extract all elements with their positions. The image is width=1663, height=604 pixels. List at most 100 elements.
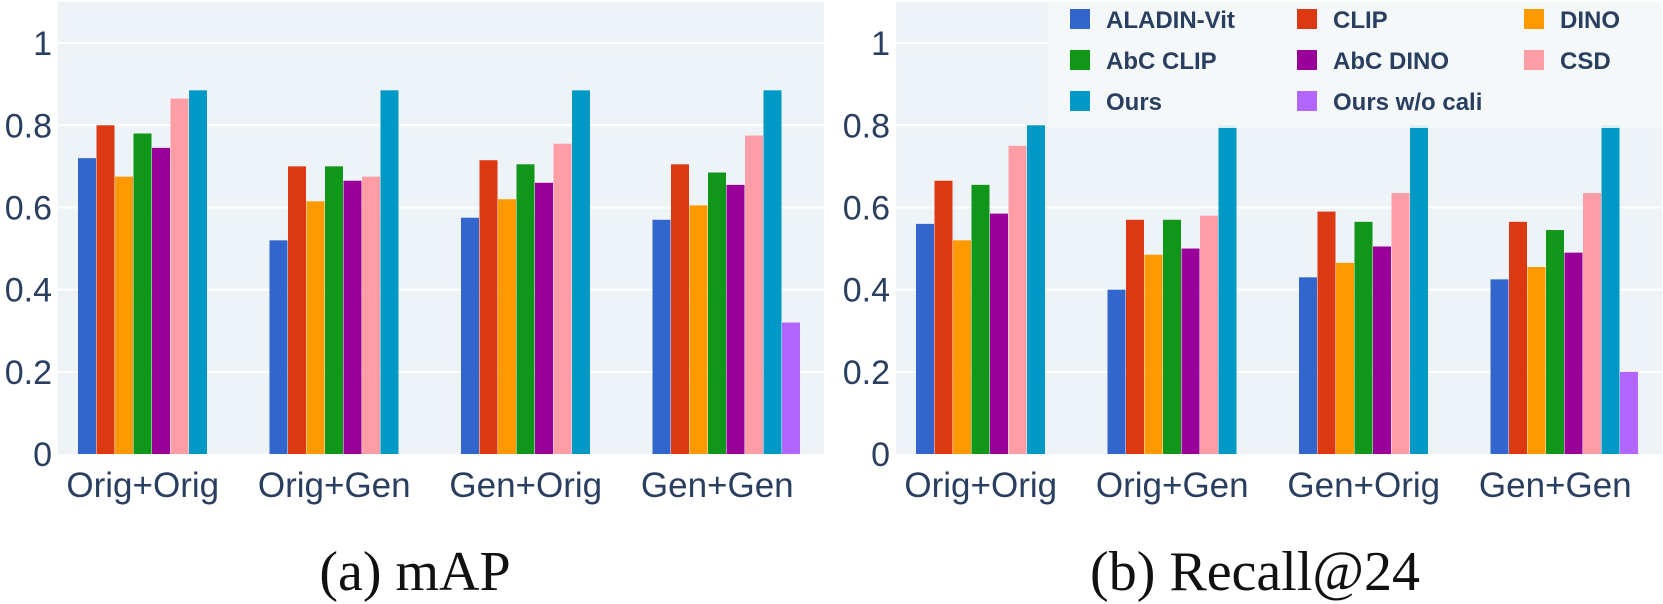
bar-clip-gen-gen [671,164,689,455]
legend-swatch [1070,9,1090,29]
bar-csd-orig-gen [362,176,380,455]
legend-label: Ours w/o cali [1333,89,1482,116]
bar-clip-orig-orig [96,125,115,454]
x-tick-label: Gen+Orig [1287,466,1440,505]
bar-csd-gen-orig [1391,193,1410,454]
legend-label: CSD [1560,48,1611,75]
y-tick-label: 0.6 [843,189,890,227]
bar-csd-orig-orig [1008,145,1027,454]
bar-dino-gen-gen [689,205,708,454]
bar-csd-orig-gen [1200,215,1218,454]
legend-label: DINO [1560,7,1620,34]
legend-swatch [1297,91,1317,111]
bar-aladin-vit-orig-gen [269,240,288,454]
legend-swatch [1070,50,1090,70]
bar-dino-gen-orig [1336,262,1354,454]
y-tick-label: 0.4 [5,272,52,310]
x-tick-label: Orig+Gen [1096,466,1249,505]
bar-clip-gen-orig [479,160,498,454]
legend-label: CLIP [1333,7,1388,34]
bar-ours-gen-orig [572,90,590,454]
legend-label: AbC CLIP [1106,48,1217,75]
chart-panel-map: 0 0.2 0.4 0.6 0.8 1 Orig+Orig Orig+Gen Gen+Orig… [5,2,824,603]
legend-swatch [1297,9,1317,29]
bars [78,90,800,455]
bar-abc-clip-gen-orig [516,164,535,455]
bar-ours-gen-gen [1601,125,1620,454]
bar-aladin-vit-gen-gen [1490,279,1509,454]
bar-ours-orig-orig [1027,125,1045,454]
bar-abc-clip-gen-gen [1546,230,1564,454]
bar-abc-clip-orig-gen [1163,219,1181,454]
bar-abc-dino-orig-orig [152,147,170,454]
y-tick-label: 0.2 [843,354,890,392]
bar-abc-clip-orig-orig [971,184,990,454]
y-tick-label: 0 [33,436,52,474]
y-tick-label: 0.4 [843,272,890,310]
bar-abc-clip-orig-orig [133,133,152,454]
bar-abc-dino-gen-orig [1373,246,1391,454]
caption-recall: (b) Recall@24 [1090,541,1420,603]
legend-swatch [1297,50,1317,70]
x-tick-label: Orig+Orig [66,466,219,505]
y-tick-labels: 0 0.2 0.4 0.6 0.8 1 [843,25,890,474]
bar-ours-orig-orig [189,90,207,454]
y-tick-label: 0.6 [5,189,52,227]
x-tick-labels: Orig+Orig Orig+Gen Gen+Orig Gen+Gen [904,466,1631,505]
bar-aladin-vit-orig-orig [78,158,96,455]
bar-aladin-vit-orig-orig [916,223,934,454]
bar-clip-orig-orig [934,180,953,454]
bar-dino-orig-orig [115,176,133,455]
bar-ours-w-o-cali-gen-gen [1620,371,1638,454]
y-tick-label: 0.8 [5,107,52,145]
y-tick-label: 1 [871,25,890,63]
bar-aladin-vit-gen-gen [652,219,671,454]
bar-abc-dino-gen-gen [1564,252,1583,454]
x-tick-label: Orig+Orig [904,466,1057,505]
legend-label: AbC DINO [1333,48,1449,75]
x-tick-labels: Orig+Orig Orig+Gen Gen+Orig Gen+Gen [66,466,793,505]
bar-abc-dino-orig-gen [1181,248,1200,454]
bar-ours-gen-gen [763,90,782,454]
bar-csd-gen-orig [553,143,572,454]
legend-label: Ours [1106,89,1162,116]
bar-clip-gen-orig [1317,211,1336,454]
x-tick-label: Orig+Gen [258,466,411,505]
y-tick-label: 0.2 [5,354,52,392]
caption-map: (a) mAP [319,541,510,603]
legend-label: ALADIN-Vit [1106,7,1235,34]
bar-clip-gen-gen [1509,221,1527,454]
bar-abc-clip-gen-gen [708,172,726,454]
bar-ours-orig-gen [380,90,399,454]
legend-swatch [1524,50,1544,70]
x-tick-label: Gen+Gen [1479,466,1632,505]
y-tick-labels: 0 0.2 0.4 0.6 0.8 1 [5,25,52,474]
y-tick-label: 1 [33,25,52,63]
bar-abc-dino-gen-gen [726,184,745,454]
bar-dino-orig-gen [1144,254,1163,454]
y-tick-label: 0 [871,436,890,474]
legend-background [1048,2,1662,128]
bar-ours-gen-orig [1410,125,1428,454]
y-tick-label: 0.8 [843,107,890,145]
bar-dino-orig-orig [953,240,971,454]
bar-aladin-vit-gen-orig [461,217,479,454]
bar-dino-gen-gen [1527,267,1546,454]
x-tick-label: Gen+Gen [641,466,794,505]
bar-clip-orig-gen [1126,219,1144,454]
bar-dino-gen-orig [498,199,516,454]
legend-swatch [1524,9,1544,29]
bar-abc-clip-orig-gen [325,166,343,454]
bar-abc-dino-orig-gen [343,180,362,454]
bar-csd-gen-gen [1583,193,1601,454]
bar-clip-orig-gen [288,166,306,454]
bar-csd-gen-gen [745,135,763,454]
x-tick-label: Gen+Orig [449,466,602,505]
legend-swatch [1070,91,1090,111]
bar-abc-dino-orig-orig [990,213,1008,454]
legend: ALADIN-Vit CLIP DINO AbC CLIP AbC DINO CSD Our… [1048,2,1662,128]
bars [916,125,1638,454]
bar-aladin-vit-orig-gen [1107,289,1126,454]
bar-ours-orig-gen [1218,125,1237,454]
